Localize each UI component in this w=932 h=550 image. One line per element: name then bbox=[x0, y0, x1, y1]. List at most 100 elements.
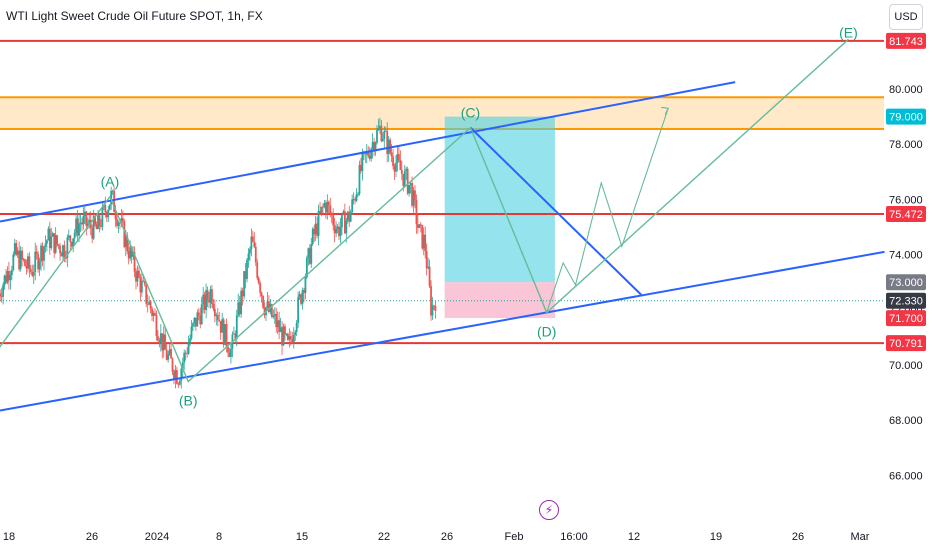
candle-body bbox=[237, 302, 240, 316]
candle-body bbox=[59, 245, 61, 254]
currency-button[interactable]: USD bbox=[889, 4, 923, 30]
candle-body bbox=[174, 370, 177, 380]
candle-body bbox=[317, 210, 320, 236]
time-tick-label: Mar bbox=[851, 531, 870, 543]
candle-body bbox=[259, 283, 262, 293]
price-tick-label: 74.000 bbox=[889, 250, 923, 262]
candle-body bbox=[146, 303, 149, 305]
time-tick-label: 26 bbox=[441, 531, 453, 543]
candle-body bbox=[120, 218, 123, 224]
candle-body bbox=[27, 256, 29, 269]
candle-body bbox=[37, 254, 40, 270]
candle-body bbox=[132, 251, 134, 257]
price-tag-label: 75.472 bbox=[889, 209, 923, 221]
candle-body bbox=[266, 301, 269, 308]
candle-body bbox=[35, 251, 38, 255]
candle-body bbox=[319, 210, 321, 213]
candle-body bbox=[403, 171, 406, 187]
candle-body bbox=[190, 326, 193, 339]
candle-body bbox=[336, 226, 339, 230]
candle-body bbox=[211, 289, 213, 305]
candle-body bbox=[260, 292, 263, 296]
candle-body bbox=[178, 380, 181, 385]
candle-body bbox=[197, 312, 200, 316]
candle-body bbox=[339, 227, 342, 237]
candle-body bbox=[92, 216, 95, 239]
candle-body bbox=[307, 248, 310, 258]
supply-zone bbox=[0, 97, 884, 130]
candle-body bbox=[200, 304, 203, 325]
candle-body bbox=[139, 277, 142, 293]
candle-body bbox=[402, 173, 405, 187]
candle-body bbox=[149, 301, 152, 309]
candle-body bbox=[355, 194, 358, 201]
projection-arrowhead bbox=[661, 106, 670, 115]
candle-body bbox=[143, 281, 146, 285]
candle-body bbox=[40, 245, 42, 262]
candle-body bbox=[3, 275, 6, 286]
candle-body bbox=[127, 251, 130, 259]
candle-body bbox=[199, 315, 202, 325]
candle-body bbox=[421, 224, 424, 249]
candle-body bbox=[285, 333, 288, 335]
price-tick-label: 76.000 bbox=[889, 194, 923, 206]
candle-body bbox=[142, 280, 145, 282]
time-tick-label: 26 bbox=[792, 531, 804, 543]
price-tag: 81.743 bbox=[886, 32, 926, 49]
candle-body bbox=[15, 243, 18, 255]
candle-body bbox=[41, 245, 44, 261]
candle-body bbox=[215, 314, 218, 317]
candle-body bbox=[168, 349, 171, 355]
candle-body bbox=[155, 315, 158, 337]
candle-body bbox=[333, 225, 336, 234]
wave-label: (D) bbox=[537, 324, 556, 340]
candle-body bbox=[121, 218, 124, 222]
time-tick-label: 2024 bbox=[145, 531, 169, 543]
candle-body bbox=[31, 271, 34, 276]
candle-body bbox=[360, 164, 362, 172]
wave-labels-layer: (A) (B) (C) (D) (E) bbox=[101, 25, 858, 409]
candle-body bbox=[19, 250, 22, 270]
candle-body bbox=[298, 294, 301, 298]
candle-body bbox=[21, 250, 23, 260]
candle-body bbox=[101, 206, 104, 227]
candle-body bbox=[380, 125, 383, 142]
price-tag: 79.000 bbox=[886, 108, 926, 125]
candle-body bbox=[64, 258, 67, 259]
price-tag-background bbox=[886, 310, 926, 327]
candle-body bbox=[192, 323, 194, 327]
candle-body bbox=[70, 241, 73, 247]
drawings-layer bbox=[0, 38, 885, 412]
wave-label: (C) bbox=[461, 105, 480, 121]
candle-body bbox=[95, 224, 98, 230]
candle-body bbox=[67, 235, 70, 238]
candle-body bbox=[13, 243, 16, 255]
candle-body bbox=[189, 338, 191, 344]
price-tag: 72.330 bbox=[886, 292, 926, 309]
candle-body bbox=[349, 212, 352, 222]
price-tag: 71.700 bbox=[886, 310, 926, 327]
candle-body bbox=[368, 155, 371, 159]
wave-label: (E) bbox=[839, 25, 858, 41]
candle-body bbox=[28, 256, 31, 270]
candle-body bbox=[412, 190, 415, 206]
lightning-icon[interactable]: ⚡ bbox=[539, 500, 559, 520]
candle-body bbox=[18, 250, 21, 270]
candles-layer bbox=[0, 117, 437, 389]
candle-body bbox=[32, 271, 35, 276]
candle-body bbox=[183, 352, 186, 363]
candle-body bbox=[386, 130, 389, 154]
candle-body bbox=[119, 222, 121, 224]
price-tick-label: 70.000 bbox=[889, 360, 923, 372]
price-axis: 66.00068.00070.00072.00074.00076.00078.0… bbox=[886, 32, 926, 482]
candle-body bbox=[9, 275, 12, 281]
candle-body bbox=[44, 243, 47, 248]
candle-body bbox=[313, 228, 316, 235]
candle-body bbox=[257, 277, 260, 284]
candle-body bbox=[123, 221, 126, 247]
candle-body bbox=[297, 297, 300, 323]
price-tag-label: 70.791 bbox=[889, 338, 923, 350]
time-tick-label: 16:00 bbox=[560, 531, 588, 543]
candle-body bbox=[419, 224, 422, 226]
